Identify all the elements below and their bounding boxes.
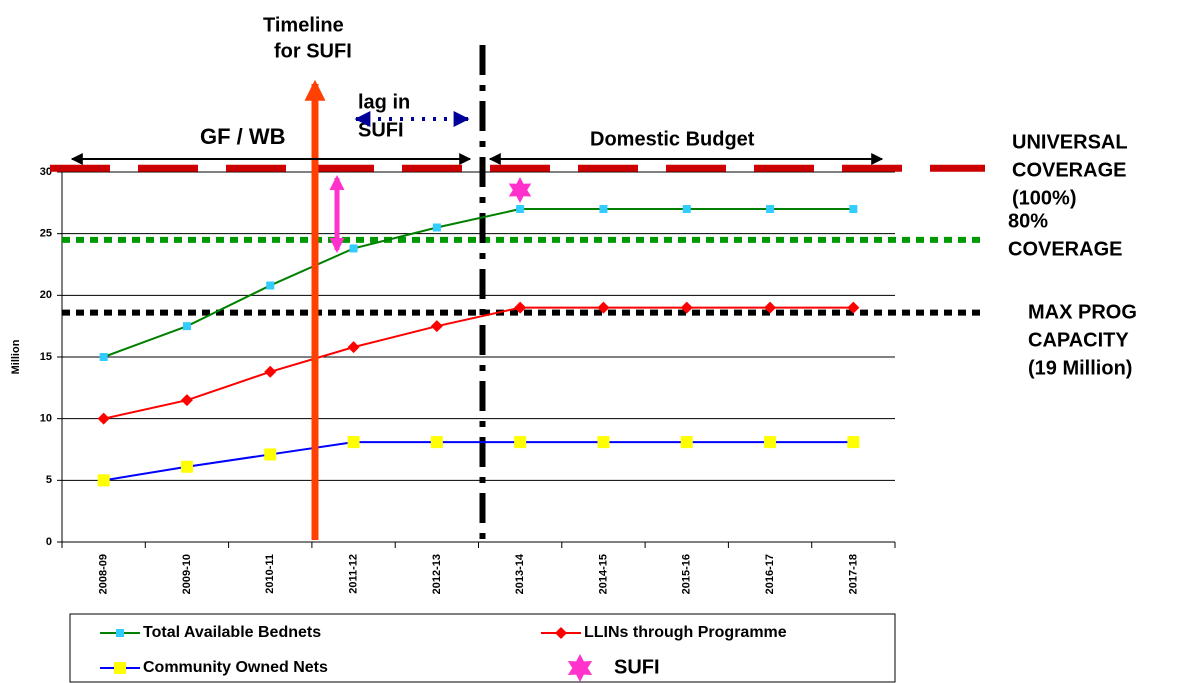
marker <box>264 448 277 461</box>
marker <box>516 205 525 213</box>
marker <box>116 629 124 637</box>
marker <box>180 460 193 473</box>
reference-label: 80% <box>1008 210 1048 232</box>
marker <box>680 436 693 449</box>
legend-star <box>567 654 593 682</box>
marker <box>347 436 360 449</box>
reference-label: CAPACITY <box>1028 329 1129 351</box>
annotation: Domestic Budget <box>590 128 755 150</box>
series-line <box>103 208 854 358</box>
y-tick-label: 20 <box>40 289 52 301</box>
marker <box>847 436 860 449</box>
marker <box>680 301 693 314</box>
marker <box>114 662 126 674</box>
reference-label: (100%) <box>1012 187 1076 209</box>
x-tick-label: 2015-16 <box>681 554 693 594</box>
y-tick-label: 5 <box>46 474 52 486</box>
marker <box>347 341 360 354</box>
marker <box>597 436 610 449</box>
y-tick-label: 25 <box>40 228 52 240</box>
marker <box>682 205 691 213</box>
y-tick-label: 15 <box>40 351 52 363</box>
marker <box>847 301 860 314</box>
reference-label: COVERAGE <box>1008 238 1122 260</box>
marker <box>849 205 858 213</box>
series-line <box>103 306 854 420</box>
y-axis-label: Million <box>10 339 22 374</box>
marker <box>514 301 527 314</box>
annotation: Timeline <box>263 14 344 36</box>
annotation: lag in <box>358 91 410 113</box>
marker <box>430 436 443 449</box>
x-tick-label: 2013-14 <box>514 553 526 594</box>
x-tick-label: 2009-10 <box>181 554 193 594</box>
annotation: for SUFI <box>274 40 352 62</box>
marker <box>349 244 358 253</box>
y-tick-label: 10 <box>40 413 52 425</box>
marker <box>432 223 441 232</box>
x-tick-label: 2016-17 <box>764 554 776 594</box>
marker <box>266 281 275 290</box>
annotation: GF / WB <box>200 124 286 149</box>
marker <box>97 474 110 487</box>
annotation: SUFI <box>358 119 404 141</box>
legend-label: Community Owned Nets <box>143 659 328 676</box>
marker <box>99 353 108 361</box>
marker <box>766 205 775 213</box>
x-tick-label: 2017-18 <box>847 554 859 594</box>
marker <box>514 436 527 449</box>
legend-label: SUFI <box>614 656 660 678</box>
x-tick-label: 2011-12 <box>347 554 359 594</box>
x-tick-label: 2014-15 <box>597 554 609 594</box>
marker <box>430 320 443 333</box>
marker <box>97 412 110 425</box>
legend <box>69 613 896 683</box>
reference-label: COVERAGE <box>1012 159 1126 181</box>
series-line <box>103 441 854 482</box>
marker <box>597 301 610 314</box>
marker <box>180 394 193 407</box>
marker <box>764 301 777 314</box>
reference-label: (19 Million) <box>1028 357 1132 379</box>
reference-label: UNIVERSAL <box>1012 131 1128 153</box>
sufi-star <box>508 177 532 203</box>
y-tick-label: 30 <box>40 166 52 178</box>
reference-label: MAX PROG <box>1028 301 1137 323</box>
legend-label: LLINs through Programme <box>584 624 787 641</box>
x-tick-label: 2010-11 <box>264 554 276 594</box>
marker <box>264 365 277 378</box>
marker <box>555 627 567 639</box>
marker <box>764 436 777 449</box>
marker <box>182 322 191 331</box>
x-tick-label: 2008-09 <box>98 554 110 594</box>
x-tick-label: 2012-13 <box>431 554 443 594</box>
legend-label: Total Available Bednets <box>143 624 321 641</box>
marker <box>599 205 608 213</box>
y-tick-label: 0 <box>46 536 52 548</box>
